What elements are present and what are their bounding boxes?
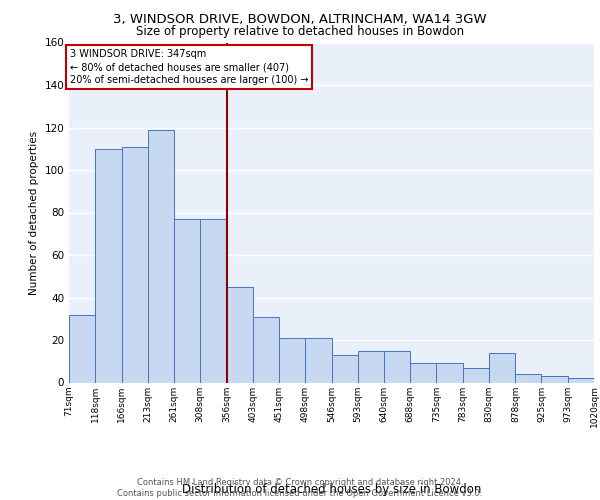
Bar [568, 378, 594, 382]
Bar [95, 149, 122, 382]
Text: Size of property relative to detached houses in Bowdon: Size of property relative to detached ho… [136, 25, 464, 38]
X-axis label: Distribution of detached houses by size in Bowdon: Distribution of detached houses by size … [182, 483, 481, 496]
Text: 3, WINDSOR DRIVE, BOWDON, ALTRINCHAM, WA14 3GW: 3, WINDSOR DRIVE, BOWDON, ALTRINCHAM, WA… [113, 12, 487, 26]
Bar [489, 353, 515, 382]
Bar [148, 130, 174, 382]
Bar [122, 146, 148, 382]
Bar [305, 338, 332, 382]
Bar [515, 374, 541, 382]
Bar [358, 350, 384, 382]
Bar [174, 219, 200, 382]
Bar [541, 376, 568, 382]
Bar [279, 338, 305, 382]
Y-axis label: Number of detached properties: Number of detached properties [29, 130, 39, 294]
Bar [463, 368, 489, 382]
Text: Contains HM Land Registry data © Crown copyright and database right 2024.
Contai: Contains HM Land Registry data © Crown c… [118, 478, 482, 498]
Bar [332, 355, 358, 382]
Bar [200, 219, 227, 382]
Text: 3 WINDSOR DRIVE: 347sqm
← 80% of detached houses are smaller (407)
20% of semi-d: 3 WINDSOR DRIVE: 347sqm ← 80% of detache… [70, 49, 308, 86]
Bar [69, 314, 95, 382]
Bar [384, 350, 410, 382]
Bar [436, 364, 463, 382]
Bar [253, 316, 279, 382]
Bar [227, 287, 253, 382]
Bar [410, 364, 436, 382]
